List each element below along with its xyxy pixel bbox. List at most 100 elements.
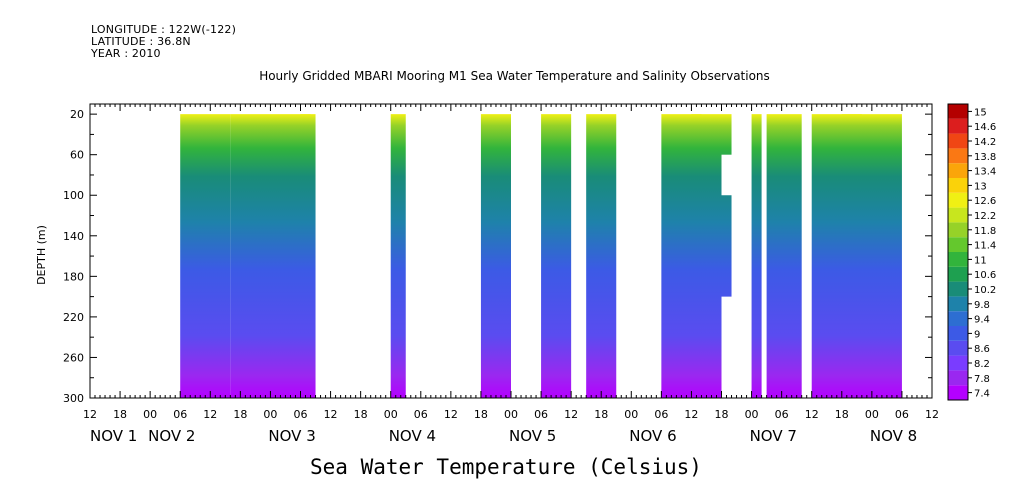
missing-data-gap [721,296,747,398]
colorbar-swatch [948,192,968,208]
colorbar-tick-label: 14.6 [974,122,996,133]
x-tick-label: 06 [173,408,187,421]
plot-area [89,103,933,399]
x-tick-label: 18 [474,408,488,421]
x-tick-label: 00 [504,408,518,421]
colorbar-swatch [948,237,968,252]
x-tick-label: 00 [263,408,277,421]
x-tick-label: 06 [294,408,308,421]
x-day-label: NOV 5 [509,427,556,445]
colorbar-tick-label: 13 [974,181,987,192]
y-tick-label: 20 [70,108,84,121]
data-block-6 [586,114,617,398]
x-tick-label: 00 [143,408,157,421]
data-block-1 [230,114,311,398]
colorbar-tick-label: 13.8 [974,152,996,163]
colorbar-swatch [948,163,968,178]
colorbar: 7.4 7.8 8.2 8.6 9 9.4 9.8 10.2 10.6 11 11.4 11.8 12.… [947,103,996,401]
colorbar-frame [947,103,969,401]
x-tick-label: 12 [925,408,939,421]
dataset-metadata: LONGITUDE : 122W(-122) LATITUDE : 36.8N … [91,24,236,60]
x-day-label: NOV 4 [389,427,436,445]
data-block-0 [180,114,231,398]
colorbar-tick-label: 10.6 [974,270,996,281]
colorbar-tick-label: 13.4 [974,167,996,178]
x-tick-label: 18 [715,408,729,421]
colorbar-tick-label: 9.4 [974,315,990,326]
x-tick-label: 06 [534,408,548,421]
chart-title: Hourly Gridded MBARI Mooring M1 Sea Wate… [259,69,770,83]
year-label: YEAR : 2010 [91,47,161,60]
y-tick-label: 220 [63,311,84,324]
colorbar-tick-label: 9.8 [974,300,990,311]
colorbar-tick-label: 11.4 [974,241,996,252]
x-day-label: NOV 8 [870,427,917,445]
colorbar-swatch [948,104,968,119]
longitude-label: LONGITUDE : 122W(-122) [91,23,237,36]
data-block-4 [480,114,511,398]
x-day-label: NOV 6 [629,427,676,445]
colorbar-swatch [948,340,968,356]
x-day-label: NOV 3 [268,427,315,445]
x-tick-label: 00 [745,408,759,421]
x-tick-label: 12 [83,408,97,421]
data-block-5 [541,114,572,398]
colorbar-tick-label: 14.2 [974,137,996,148]
colorbar-tick-label: 8.2 [974,359,990,370]
x-tick-label: 12 [324,408,338,421]
colorbar-tick-label: 8.6 [974,344,990,355]
colorbar-swatch [948,178,968,193]
colorbar-tick-label: 12.2 [974,211,996,222]
colorbar-tick-label: 11 [974,255,987,266]
colorbar-swatch [948,148,968,164]
x-tick-label: 06 [775,408,789,421]
colorbar-swatch [948,252,968,267]
colorbar-swatch [948,311,968,326]
x-tick-label: 12 [684,408,698,421]
data-block-3 [390,114,406,398]
x-tick-label: 12 [203,408,217,421]
x-tick-label: 00 [624,408,638,421]
y-tick-label: 180 [63,270,84,283]
x-tick-label: 18 [354,408,368,421]
colorbar-tick-label: 10.2 [974,285,996,296]
colorbar-tick-label: 7.4 [974,389,990,400]
x-tick-label: 18 [113,408,127,421]
x-day-label: NOV 1 [90,427,137,445]
data-block-9 [751,114,762,398]
x-tick-label: 06 [895,408,909,421]
y-tick-label: 260 [63,351,84,364]
x-tick-label: 18 [233,408,247,421]
x-tick-label: 12 [805,408,819,421]
x-day-label: NOV 2 [148,427,195,445]
y-axis: 20 60 100 140 180 220 260 300 [63,108,932,405]
colorbar-tick-label: 11.8 [974,226,996,237]
colorbar-swatch [948,133,968,149]
colorbar-swatch [948,222,968,238]
x-day-label: NOV 7 [750,427,797,445]
x-tick-label: 12 [444,408,458,421]
x-tick-label: 18 [594,408,608,421]
colorbar-swatch [948,281,968,297]
data-block-12 [841,114,902,398]
y-axis-label: DEPTH (m) [35,225,48,285]
x-tick-label: 12 [564,408,578,421]
colorbar-swatch [948,355,968,371]
colorbar-swatch [948,207,968,223]
data-block-10 [766,114,802,398]
x-axis: 12 18 00 06 12 18 00 06 12 18 00 06 12 18 00 06 12 18 00 06… [83,104,939,445]
colorbar-variable-label: Sea Water Temperature (Celsius) [310,455,702,479]
x-tick-label: 00 [384,408,398,421]
colorbar-swatch [948,326,968,341]
x-tick-label: 06 [414,408,428,421]
y-tick-label: 140 [63,230,84,243]
data-block-2 [300,114,316,398]
colorbar-swatch [948,296,968,312]
latitude-label: LATITUDE : 36.8N [91,35,191,48]
colorbar-tick-label: 7.8 [974,374,990,385]
missing-data-gap [721,154,747,196]
x-tick-label: 00 [865,408,879,421]
colorbar-tick-label: 12.6 [974,196,996,207]
y-tick-label: 300 [63,392,84,405]
